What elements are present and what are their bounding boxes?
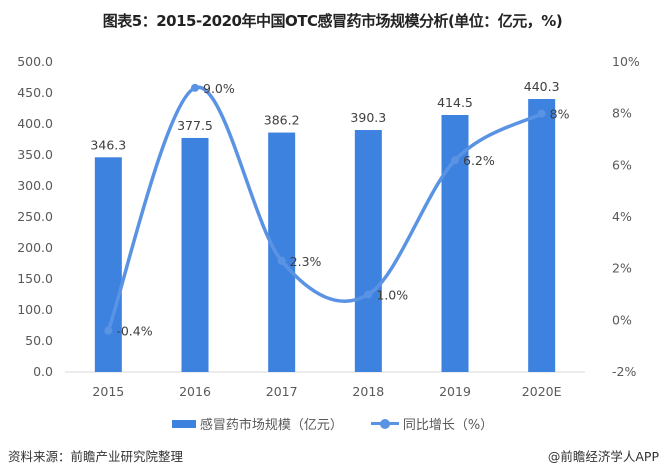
y-right-tick-label: -2%	[612, 364, 636, 379]
x-tick-label: 2018	[352, 384, 384, 399]
bar	[354, 130, 382, 372]
bar-value-label: 440.3	[524, 79, 560, 94]
legend-label-line: 同比增长（%）	[402, 418, 494, 433]
x-tick-label: 2016	[179, 384, 211, 399]
y-right-tick-label: 10%	[612, 54, 640, 69]
y-left-tick-label: 500.0	[17, 54, 53, 69]
legend-item-line: 同比增长（%）	[370, 414, 494, 433]
y-right-tick-label: 6%	[612, 157, 632, 172]
x-tick-label: 2017	[266, 384, 298, 399]
bar-value-label: 377.5	[177, 118, 213, 133]
y-left-tick-label: 350.0	[17, 147, 53, 162]
chart-title: 图表5：2015-2020年中国OTC感冒药市场规模分析(单位：亿元，%)	[102, 12, 563, 30]
legend-line-swatch	[370, 418, 399, 429]
growth-value-label: 8%	[550, 107, 570, 122]
y-left-tick-label: 300.0	[17, 178, 53, 193]
bar	[181, 137, 209, 372]
x-tick-label: 2015	[92, 384, 124, 399]
y-left-tick-label: 400.0	[17, 116, 53, 131]
bar-value-label: 346.3	[90, 137, 126, 152]
growth-point	[364, 290, 373, 299]
growth-value-label: 2.3%	[290, 254, 322, 269]
chart: 0.0 50.0 100.0 150.0 200.0 250.0 300.0 350.0 400…	[17, 54, 640, 399]
x-tick-label: 2020E	[522, 384, 562, 399]
y-left-tick-label: 200.0	[17, 240, 53, 255]
bar	[528, 99, 556, 372]
y-left-tick-label: 50.0	[25, 333, 53, 348]
growth-value-label: 9.0%	[203, 81, 235, 96]
x-tick-label: 2019	[439, 384, 471, 399]
y-right-tick-label: 4%	[612, 209, 632, 224]
y-left-tick-label: 150.0	[17, 271, 53, 286]
legend-item-bar: 感冒药市场规模（亿元）	[171, 414, 343, 433]
source-note: 资料来源：前瞻产业研究院整理	[8, 449, 184, 464]
growth-value-label: 6.2%	[463, 153, 495, 168]
y-right-tick-label: 2%	[612, 261, 632, 276]
legend-bar-swatch	[171, 419, 196, 428]
growth-point	[104, 326, 113, 335]
bar	[94, 157, 122, 372]
legend-label-bar: 感冒药市场规模（亿元）	[199, 418, 343, 433]
growth-line	[106, 85, 544, 333]
bar-value-label: 386.2	[264, 113, 300, 128]
legend: 感冒药市场规模（亿元） 同比增长（%）	[0, 414, 665, 433]
brand-credit: @前瞻经济学人APP	[547, 449, 659, 464]
bar	[268, 132, 296, 372]
bar-value-label: 414.5	[437, 95, 473, 110]
growth-point	[537, 109, 546, 118]
growth-value-label: -0.4%	[116, 324, 152, 339]
growth-point	[191, 83, 199, 92]
growth-value-label: 1.0%	[376, 288, 408, 303]
y-left-tick-label: 450.0	[17, 85, 53, 100]
y-left-tick-label: 250.0	[17, 209, 53, 224]
y-right-tick-label: 0%	[612, 312, 632, 327]
bar-value-label: 390.3	[350, 110, 386, 125]
y-left-tick-label: 0.0	[33, 364, 53, 379]
growth-point	[451, 156, 459, 165]
y-right-tick-label: 8%	[612, 106, 632, 121]
y-left-tick-label: 100.0	[17, 302, 53, 317]
growth-point	[277, 256, 286, 265]
